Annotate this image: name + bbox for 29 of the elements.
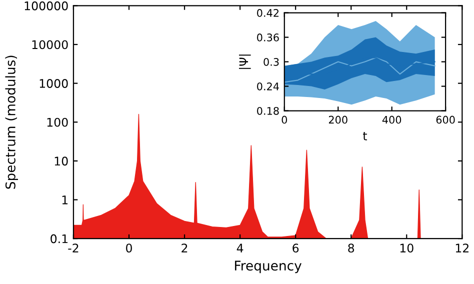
y-axis-title: |Ψ| bbox=[238, 54, 251, 69]
x-tick-label: 8 bbox=[348, 244, 354, 253]
y-tick-label: 10000 bbox=[32, 40, 68, 50]
x-tick-label: 2 bbox=[182, 244, 188, 252]
x-tick-label: 400 bbox=[382, 116, 402, 124]
x-axis-title: t bbox=[362, 132, 368, 140]
x-tick-label: 0 bbox=[126, 244, 132, 253]
y-tick-label: 0.24 bbox=[257, 82, 279, 90]
y-tick-label: 100 bbox=[47, 118, 68, 127]
x-axis-title: Frequency bbox=[235, 260, 302, 274]
y-tick-label: 0.42 bbox=[257, 9, 278, 17]
x-tick-label: 0 bbox=[282, 116, 288, 124]
x-tick-label: 600 bbox=[436, 116, 455, 124]
y-axis-title: Spectrum (modulus) bbox=[5, 56, 18, 189]
y-tick-label: 0.36 bbox=[257, 34, 279, 42]
y-tick-label: 100000 bbox=[24, 1, 68, 10]
x-tick-label: -2 bbox=[68, 244, 78, 252]
y-tick-label: 0.18 bbox=[257, 106, 279, 115]
y-tick-label: 0.1 bbox=[50, 234, 68, 244]
y-tick-label: 10 bbox=[54, 156, 68, 166]
x-tick-label: 200 bbox=[328, 116, 348, 124]
line-series bbox=[284, 57, 436, 83]
x-tick-label: 4 bbox=[236, 244, 244, 252]
y-tick-label: 1 bbox=[62, 196, 68, 204]
x-tick-label: 12 bbox=[456, 244, 468, 252]
y-tick-label: 0.3 bbox=[264, 58, 279, 66]
x-tick-label: 10 bbox=[400, 244, 414, 253]
x-tick-label: 6 bbox=[292, 244, 299, 253]
y-tick-label: 1000 bbox=[40, 79, 68, 88]
